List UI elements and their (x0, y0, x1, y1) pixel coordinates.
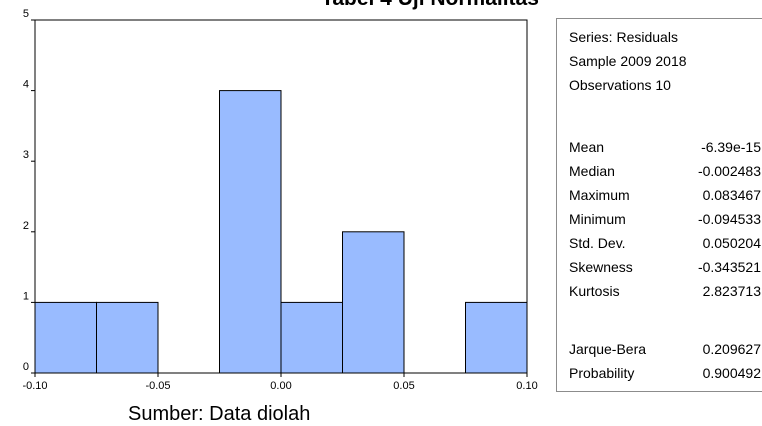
descriptive-statistics-box: Series: Residuals Sample 2009 2018 Obser… (556, 18, 762, 392)
stat-label: Probability (569, 365, 635, 381)
series-name: Series: Residuals (569, 29, 678, 45)
stat-value: -0.002483 (697, 163, 761, 179)
stat-label: Jarque-Bera (569, 341, 647, 357)
stat-value: -6.39e-15 (701, 139, 761, 155)
stat-value: 0.083467 (702, 187, 761, 203)
stat-label: Maximum (569, 187, 630, 203)
y-tick-label: 5 (23, 8, 29, 20)
stat-value: -0.343521 (697, 259, 761, 275)
stat-label: Mean (569, 139, 605, 155)
stat-value: 0.209627 (702, 341, 761, 357)
stat-label: Kurtosis (569, 283, 620, 299)
y-tick-label: 2 (23, 220, 29, 232)
source-note: Sumber: Data diolah (128, 403, 311, 425)
stat-label: Median (569, 163, 615, 179)
histogram-bars (34, 90, 528, 374)
sample-range: Sample 2009 2018 (569, 53, 687, 69)
x-tick-label: -0.05 (145, 380, 170, 392)
y-tick-label: 3 (23, 149, 29, 161)
histogram-chart: 0 1 2 3 4 5 -0.10 -0.05 0.00 0.05 0.10 (22, 8, 537, 392)
histogram-bar-1 (96, 301, 159, 374)
chart-ticks: 0 1 2 3 4 5 -0.10 -0.05 0.00 0.05 0.10 (22, 8, 537, 392)
stat-value: -0.094533 (697, 211, 761, 227)
x-tick-label: 0.05 (393, 380, 414, 392)
x-tick-label: -0.10 (22, 380, 47, 392)
stat-value: 0.900492 (702, 365, 761, 381)
histogram-bar-0 (34, 301, 97, 374)
histogram-bar-3 (219, 90, 282, 374)
stat-label: Minimum (569, 211, 626, 227)
stat-value: 0.050204 (702, 235, 761, 251)
x-tick-label: 0.10 (516, 380, 537, 392)
y-tick-label: 1 (23, 290, 29, 302)
histogram-bar-7 (465, 301, 528, 374)
chart-title: Tabel 4 Uji Normalitas (170, 0, 690, 11)
observations-count: Observations 10 (569, 77, 671, 93)
stat-label: Std. Dev. (569, 235, 626, 251)
stat-value: 2.823713 (702, 283, 761, 299)
stat-label: Skewness (569, 259, 633, 275)
x-tick-label: 0.00 (270, 380, 291, 392)
y-tick-label: 0 (23, 361, 29, 373)
histogram-bar-4 (280, 301, 343, 374)
histogram-bar-5 (342, 231, 405, 374)
y-tick-label: 4 (23, 79, 29, 91)
